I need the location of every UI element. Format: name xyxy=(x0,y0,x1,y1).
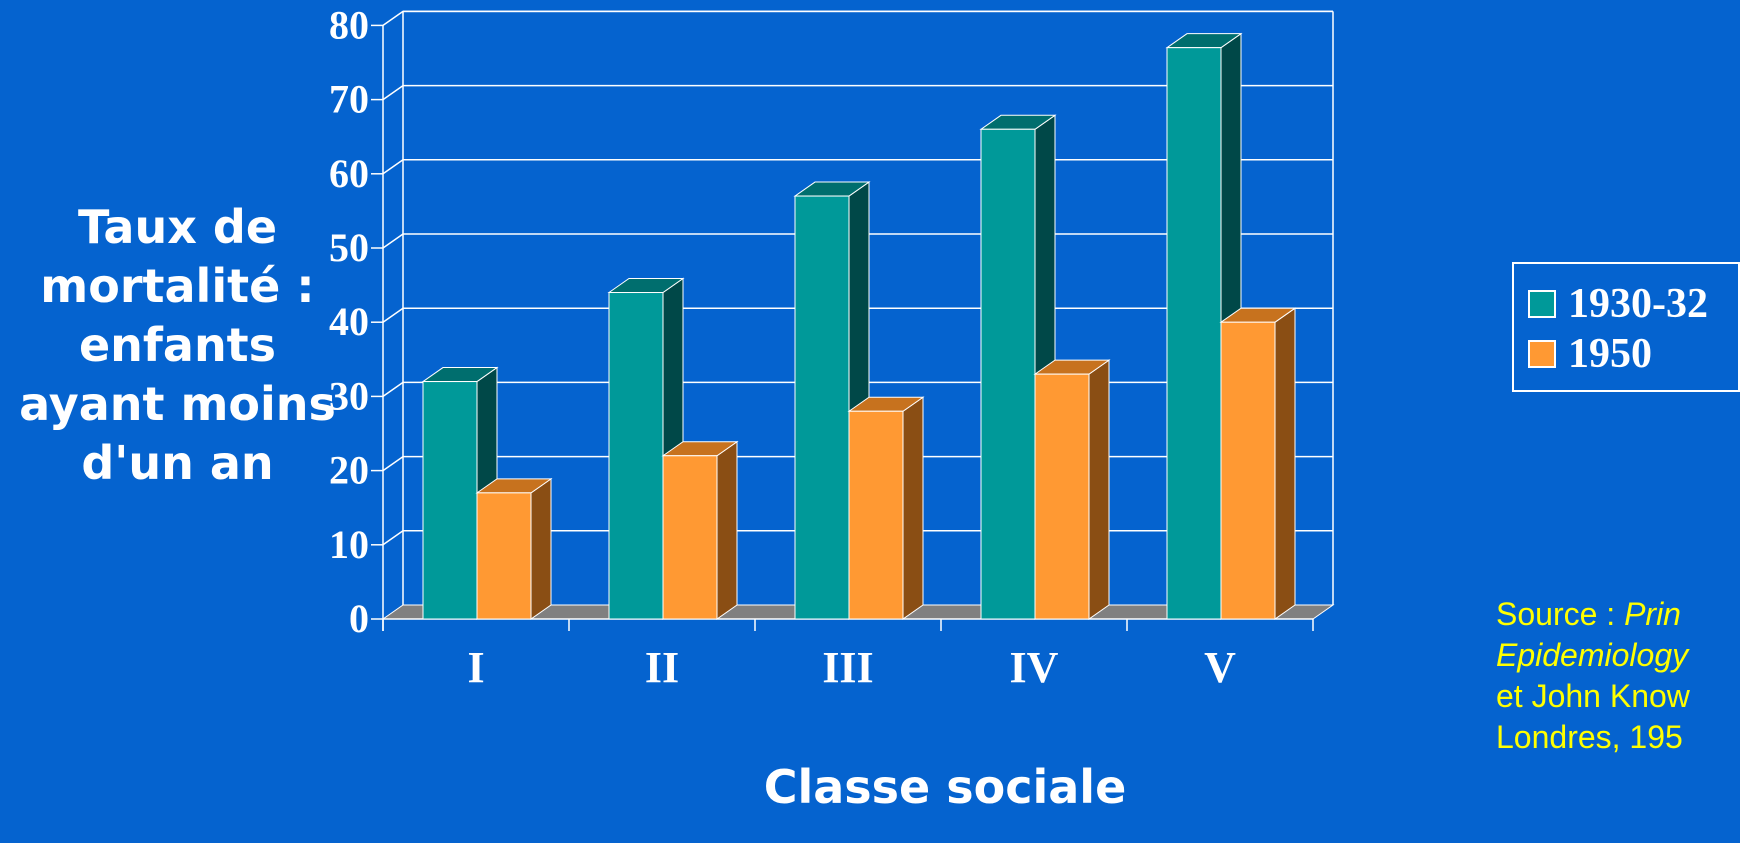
bar-side xyxy=(530,477,552,620)
y-axis-label-line: enfants xyxy=(78,318,277,372)
legend-label: 1930-32 xyxy=(1568,281,1708,327)
legend: 1930-32 1950 xyxy=(1512,262,1740,392)
source-line: Epidemiology xyxy=(1496,635,1740,676)
y-tick-label: 30 xyxy=(329,373,369,418)
bar-side xyxy=(1274,307,1296,620)
y-axis-label-line: mortalité : xyxy=(40,259,315,313)
legend-label: 1950 xyxy=(1568,331,1652,377)
y-axis-label-line: d'un an xyxy=(81,436,274,490)
x-tick-label: IV xyxy=(1010,643,1059,692)
y-axis-label: Taux de mortalité : enfants ayant moins … xyxy=(0,198,355,493)
bar-front xyxy=(476,492,532,620)
y-tick-label: 80 xyxy=(329,2,369,47)
x-tick-label: III xyxy=(822,643,873,692)
source-line: Londres, 195 xyxy=(1496,719,1683,755)
x-tick-label: I xyxy=(467,643,484,692)
bar-front xyxy=(794,195,850,620)
bar-side xyxy=(902,396,924,620)
x-tick-label: II xyxy=(645,643,679,692)
y-tick-label: 20 xyxy=(329,448,369,493)
y-tick-label: 40 xyxy=(329,299,369,344)
legend-swatch-teal xyxy=(1528,290,1556,318)
gridline xyxy=(382,84,1333,101)
x-tick-label: V xyxy=(1204,643,1236,692)
bar-front xyxy=(422,381,478,620)
bars xyxy=(421,32,1297,620)
source-line: et John Know xyxy=(1496,678,1690,714)
y-tick-label: 10 xyxy=(329,522,369,567)
legend-swatch-orange xyxy=(1528,340,1556,368)
source-note: Source : Prin Epidemiology et John Know … xyxy=(1496,594,1740,774)
y-tick-label: 50 xyxy=(329,225,369,270)
bar-1950-V xyxy=(1219,307,1297,620)
bar-1950-I xyxy=(475,477,553,620)
y-axis-label-line: ayant moins xyxy=(19,377,336,431)
legend-item-1950: 1950 xyxy=(1528,331,1652,377)
bar-1950-IV xyxy=(1033,359,1111,620)
gridline xyxy=(382,10,1333,27)
bar-front xyxy=(1034,373,1090,620)
y-tick-label: 60 xyxy=(329,151,369,196)
bar-front xyxy=(1166,47,1222,620)
bar-side xyxy=(716,440,738,620)
bar-front xyxy=(848,410,904,620)
bar-front xyxy=(662,455,718,620)
source-title-part: Prin xyxy=(1624,596,1681,632)
bar-front xyxy=(980,128,1036,620)
bar-1930-32-III xyxy=(793,181,871,620)
source-line: Source : Prin xyxy=(1496,594,1740,635)
y-tick-label: 70 xyxy=(329,77,369,122)
source-title-part: Epidemiology xyxy=(1496,637,1689,673)
bar-side xyxy=(1088,359,1110,620)
legend-item-1930-32: 1930-32 xyxy=(1528,281,1708,327)
x-axis-label: Classe sociale xyxy=(763,760,1127,814)
source-prefix: Source : xyxy=(1496,596,1625,632)
bar-1950-II xyxy=(661,440,739,620)
bar-front xyxy=(608,292,664,620)
bar-1950-III xyxy=(847,396,925,620)
y-axis-label-line: Taux de xyxy=(77,200,278,254)
bar-front xyxy=(1220,321,1276,620)
y-tick-label: 0 xyxy=(349,596,369,641)
